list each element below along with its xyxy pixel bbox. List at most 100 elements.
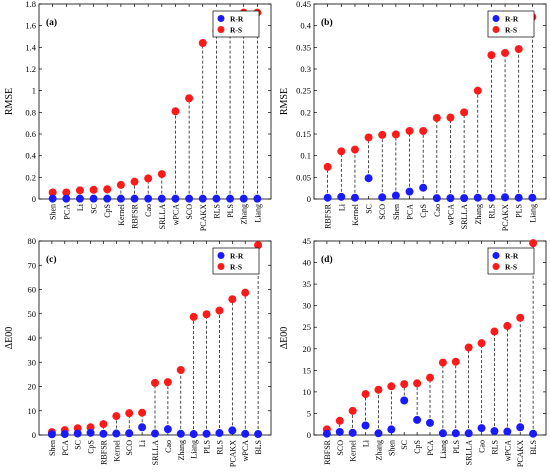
category-label: PCAKX — [199, 204, 208, 231]
marker-rs — [189, 312, 198, 321]
category-label: PCAKX — [501, 204, 510, 231]
marker-rs — [171, 107, 180, 116]
marker-rs — [335, 416, 344, 425]
panel-label: (d) — [321, 254, 333, 265]
y-tick-label: 1.8 — [25, 0, 36, 9]
legend: R-R R-S — [212, 247, 260, 275]
marker-rr — [426, 418, 434, 427]
y-tick-label: 0.2 — [300, 107, 311, 117]
category-label: PLS — [203, 440, 212, 454]
marker-rs — [86, 423, 95, 432]
y-tick-label: 35 — [303, 279, 312, 289]
marker-rs — [48, 188, 57, 197]
marker-rr — [198, 194, 207, 203]
marker-rr — [138, 423, 147, 432]
y-tick-label: 25 — [303, 322, 312, 332]
marker-rr — [89, 194, 98, 203]
y-tick-label: 50 — [28, 309, 37, 319]
y-axis-label: ΔE00 — [4, 327, 15, 350]
category-label: SCO — [336, 440, 345, 456]
marker-rr — [103, 194, 112, 203]
marker-rr — [529, 429, 538, 438]
marker-rs — [487, 51, 496, 60]
marker-rr — [254, 430, 263, 439]
category-label: Cao — [478, 440, 487, 453]
y-tick-label: 0.4 — [25, 151, 36, 161]
category-label: Liang — [190, 440, 199, 459]
category-label: Zhang — [474, 204, 483, 224]
category-label: wPCA — [171, 204, 180, 226]
chart-panel-4: 0 5 10 15 20 25 30 35 40 45 ΔE00 (d) RBFSR SCO Kernel L… — [279, 236, 547, 467]
marker-rr — [514, 193, 523, 202]
marker-rr — [157, 194, 166, 203]
marker-rs — [374, 385, 383, 394]
y-tick-label: 0.45 — [296, 0, 311, 9]
marker-rs — [432, 113, 441, 122]
y-tick-label: 1 — [32, 86, 36, 96]
marker-rr — [438, 429, 447, 438]
marker-rs — [364, 133, 373, 142]
marker-rs — [157, 170, 166, 179]
marker-rs — [516, 313, 525, 322]
marker-rr — [432, 194, 441, 203]
category-label: Shen — [387, 440, 396, 456]
category-label: PLS — [226, 204, 235, 218]
legend-marker — [217, 252, 225, 259]
marker-rs — [323, 162, 332, 171]
marker-rr — [487, 193, 496, 202]
y-tick-label: 0.15 — [296, 129, 311, 139]
y-tick-label: 10 — [303, 387, 312, 397]
legend-marker — [217, 263, 225, 270]
category-label: SCO — [185, 204, 194, 220]
marker-rs — [501, 48, 510, 57]
marker-rr — [473, 193, 482, 202]
y-tick-label: 15 — [303, 365, 312, 375]
marker-rs — [75, 186, 84, 195]
marker-rr — [47, 430, 56, 439]
category-label: PCAKX — [228, 440, 237, 467]
marker-rr — [378, 193, 387, 202]
y-tick-label: 0 — [307, 430, 311, 440]
category-label: SC — [74, 440, 83, 450]
legend: R-R R-S — [487, 247, 535, 275]
category-label: Shen — [48, 440, 57, 456]
marker-rs — [89, 185, 98, 194]
marker-rr — [116, 194, 125, 203]
category-label: CpS — [419, 204, 428, 218]
y-tick-label: 60 — [28, 285, 37, 295]
marker-rr — [112, 429, 121, 438]
y-tick-label: 0 — [307, 194, 311, 204]
marker-rr — [73, 429, 82, 438]
marker-rr — [337, 192, 346, 201]
category-label: PLS — [515, 204, 524, 218]
marker-rs — [116, 180, 125, 189]
y-tick-label: 40 — [28, 333, 37, 343]
category-label: Cao — [164, 440, 173, 453]
legend-marker — [217, 15, 225, 22]
category-label: SC — [365, 204, 374, 214]
category-label: Kernel — [349, 439, 358, 462]
category-label: RBFSR — [323, 439, 332, 465]
marker-rs — [460, 108, 469, 117]
marker-rr — [176, 429, 185, 438]
marker-rr — [228, 426, 237, 435]
y-tick-label: 0 — [32, 430, 36, 440]
category-label: RBFSR — [99, 439, 108, 465]
marker-rr — [171, 194, 180, 203]
panel-label: (b) — [321, 17, 333, 28]
legend: R-R R-S — [212, 10, 260, 38]
category-label: Kernel — [117, 203, 126, 226]
category-label: wPCA — [503, 440, 512, 462]
marker-rs — [241, 288, 250, 297]
marker-rr — [405, 187, 414, 196]
category-label: Liang — [439, 440, 448, 459]
marker-rr — [446, 194, 455, 203]
marker-rs — [348, 406, 357, 415]
marker-rr — [419, 183, 428, 192]
marker-rs — [490, 327, 499, 336]
marker-rs — [413, 379, 422, 388]
marker-rs — [378, 130, 387, 139]
y-tick-label: 0.6 — [25, 129, 36, 139]
marker-rr — [125, 429, 134, 438]
marker-rs — [337, 147, 346, 156]
